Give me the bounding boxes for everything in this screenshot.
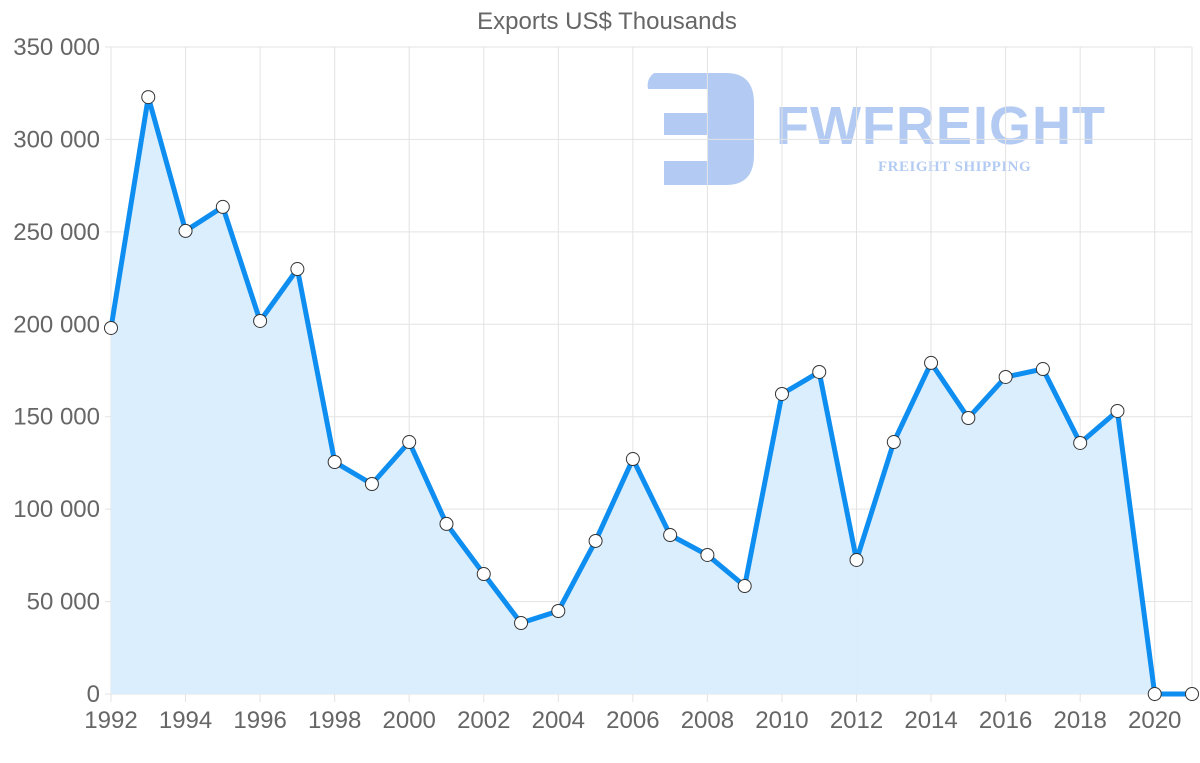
x-tick-label: 2004 xyxy=(532,707,585,734)
data-point[interactable] xyxy=(141,90,156,105)
x-tick-label: 2014 xyxy=(904,707,957,734)
data-point[interactable] xyxy=(1073,435,1088,450)
x-tick-label: 1992 xyxy=(84,707,137,734)
data-point[interactable] xyxy=(327,455,342,470)
x-tick-label: 2020 xyxy=(1128,707,1181,734)
x-tick-label: 2002 xyxy=(457,707,510,734)
data-point[interactable] xyxy=(700,547,715,562)
data-point[interactable] xyxy=(215,199,230,214)
x-tick-label: 1998 xyxy=(308,707,361,734)
data-point[interactable] xyxy=(588,533,603,548)
x-tick-label: 2000 xyxy=(383,707,436,734)
data-point[interactable] xyxy=(402,435,417,450)
data-point[interactable] xyxy=(551,603,566,618)
data-point[interactable] xyxy=(104,320,118,335)
data-point[interactable] xyxy=(774,386,789,401)
data-point[interactable] xyxy=(886,435,901,450)
data-point[interactable] xyxy=(812,364,827,379)
data-point[interactable] xyxy=(1185,687,1199,701)
y-tick-label: 300 000 xyxy=(13,126,100,153)
x-tick-label: 1994 xyxy=(159,707,212,734)
x-tick-label: 2006 xyxy=(606,707,659,734)
area-fill xyxy=(111,97,1192,695)
data-point[interactable] xyxy=(178,223,193,238)
data-point[interactable] xyxy=(737,579,752,594)
x-tick-label: 1996 xyxy=(233,707,286,734)
x-tick-label: 2016 xyxy=(979,707,1032,734)
x-tick-label: 2012 xyxy=(830,707,883,734)
data-point[interactable] xyxy=(625,452,640,467)
data-point[interactable] xyxy=(961,411,976,426)
y-tick-label: 200 000 xyxy=(13,311,100,338)
data-point[interactable] xyxy=(1035,362,1050,377)
data-point[interactable] xyxy=(849,552,864,567)
x-tick-label: 2018 xyxy=(1053,707,1106,734)
y-tick-label: 350 000 xyxy=(13,34,100,61)
data-point[interactable] xyxy=(1110,403,1125,418)
chart-title: Exports US$ Thousands xyxy=(477,8,737,35)
data-point[interactable] xyxy=(663,528,678,543)
x-axis: 1992 1994 1996 1998 2000 2002 2004 2006 2008 2010… xyxy=(84,707,1181,734)
data-point[interactable] xyxy=(439,516,454,531)
y-tick-label: 250 000 xyxy=(13,219,100,246)
x-tick-label: 2008 xyxy=(681,707,734,734)
y-tick-label: 0 xyxy=(87,681,100,708)
y-tick-label: 150 000 xyxy=(13,404,100,431)
data-point[interactable] xyxy=(476,567,491,582)
x-tick-label: 2010 xyxy=(755,707,808,734)
y-tick-label: 50 000 xyxy=(27,589,100,616)
data-point[interactable] xyxy=(1147,687,1162,701)
data-point[interactable] xyxy=(514,616,529,631)
y-axis: 0 50 000 100 000 150 000 200 000 250 000 300 0… xyxy=(13,34,100,708)
data-point[interactable] xyxy=(290,262,305,277)
y-tick-label: 100 000 xyxy=(13,496,100,523)
data-point[interactable] xyxy=(253,313,268,328)
data-points xyxy=(104,90,1199,701)
data-point[interactable] xyxy=(364,477,379,492)
data-point[interactable] xyxy=(998,369,1013,384)
data-point[interactable] xyxy=(924,355,939,370)
